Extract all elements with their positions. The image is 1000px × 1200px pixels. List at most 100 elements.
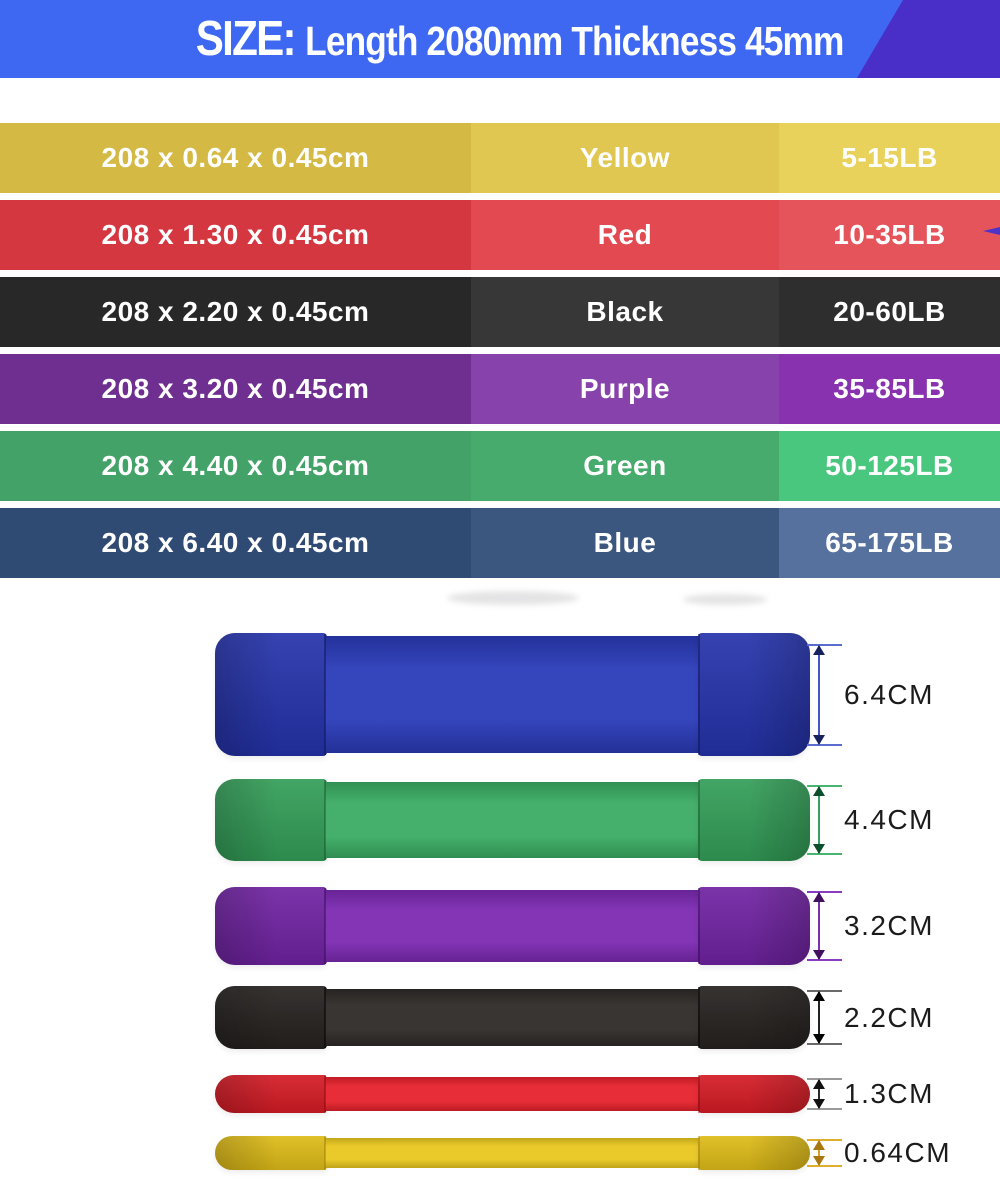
arrow-up-icon <box>813 991 825 1001</box>
band-seam <box>698 780 700 860</box>
arrow-down-icon <box>813 844 825 854</box>
cell-weight-range: 65-175LB <box>779 508 1000 578</box>
dimension-line <box>818 1141 820 1165</box>
cell-dimensions: 208 x 4.40 x 0.45cm <box>0 431 471 501</box>
dimension-tick <box>807 990 842 992</box>
table-row-black: 208 x 2.20 x 0.45cm Black 20-60LB <box>0 277 1000 347</box>
cell-weight-range: 35-85LB <box>779 354 1000 424</box>
banner-text: SIZE: Length 2080mm Thickness 45mm <box>196 11 845 67</box>
band-left-cap <box>215 779 327 861</box>
dimension-tick <box>807 1043 842 1045</box>
dimension-label: 6.4CM <box>844 679 934 710</box>
dimension-label: 4.4CM <box>844 804 934 835</box>
cell-weight-range: 50-125LB <box>779 431 1000 501</box>
band-body <box>325 989 700 1046</box>
dimension-line <box>818 992 820 1043</box>
band-red: 1.3CM <box>215 1075 932 1113</box>
band-right-cap <box>698 1136 810 1170</box>
band-right-cap <box>698 779 810 861</box>
band-right-cap <box>698 1075 810 1113</box>
band-left-cap <box>215 1136 327 1170</box>
cell-color-name: Purple <box>471 354 779 424</box>
cell-color-name: Green <box>471 431 779 501</box>
dimension-indicator: 4.4CM <box>807 785 1000 855</box>
arrow-up-icon <box>813 786 825 796</box>
band-seam <box>698 1075 700 1113</box>
size-dimensions-text: Length 2080mm Thickness 45mm <box>305 18 845 64</box>
cell-weight-range: 20-60LB <box>779 277 1000 347</box>
band-seam <box>324 780 326 860</box>
dimension-tick <box>807 959 842 961</box>
dimension-label: 1.3CM <box>844 1078 934 1109</box>
band-seam <box>698 1136 700 1170</box>
cell-dimensions: 208 x 1.30 x 0.45cm <box>0 200 471 270</box>
band-right-cap <box>698 887 810 965</box>
dimension-label: 0.64CM <box>844 1137 952 1168</box>
table-row-blue: 208 x 6.40 x 0.45cm Blue 65-175LB <box>0 508 1000 578</box>
dimension-line <box>818 893 820 959</box>
cell-weight-range: 5-15LB <box>779 123 1000 193</box>
band-seam <box>324 888 326 964</box>
dimension-tick <box>807 853 842 855</box>
band-left-cap <box>215 1075 327 1113</box>
arrow-up-icon <box>813 645 825 655</box>
table-row-purple: 208 x 3.20 x 0.45cm Purple 35-85LB <box>0 354 1000 424</box>
dimension-tick <box>807 785 842 787</box>
band-body <box>325 782 700 858</box>
cell-color-name: Yellow <box>471 123 779 193</box>
band-black: 2.2CM <box>215 986 932 1049</box>
dimension-tick <box>807 1108 842 1110</box>
band-yellow: 0.64CM <box>215 1136 950 1170</box>
band-seam <box>324 634 326 755</box>
band-left-cap <box>215 633 327 756</box>
arrow-down-icon <box>813 950 825 960</box>
cell-dimensions: 208 x 3.20 x 0.45cm <box>0 354 471 424</box>
dimension-tick <box>807 1165 842 1167</box>
band-green: 4.4CM <box>215 779 932 861</box>
band-seam <box>698 634 700 755</box>
cell-color-name: Black <box>471 277 779 347</box>
band-left-cap <box>215 986 327 1049</box>
dimension-indicator: 0.64CM <box>807 1137 1000 1168</box>
cursor-arrow-artifact <box>983 227 1000 235</box>
size-label: SIZE: <box>196 12 297 66</box>
dimension-indicator: 6.4CM <box>807 644 1000 746</box>
arrow-down-icon <box>813 1034 825 1044</box>
dimension-line <box>818 787 820 853</box>
table-row-green: 208 x 4.40 x 0.45cm Green 50-125LB <box>0 431 1000 501</box>
dimension-label: 3.2CM <box>844 910 934 941</box>
dimension-tick <box>807 891 842 893</box>
cell-dimensions: 208 x 2.20 x 0.45cm <box>0 277 471 347</box>
smudge-artifact <box>447 591 579 605</box>
smudge-artifact <box>683 594 767 605</box>
dimension-tick <box>807 1139 842 1141</box>
arrow-up-icon <box>813 1079 825 1089</box>
band-seam <box>324 1075 326 1113</box>
cell-color-name: Blue <box>471 508 779 578</box>
dimension-line <box>818 646 820 744</box>
arrow-down-icon <box>813 1156 825 1166</box>
table-row-yellow: 208 x 0.64 x 0.45cm Yellow 5-15LB <box>0 123 1000 193</box>
band-body <box>325 636 700 753</box>
dimension-tick <box>807 744 842 746</box>
cell-dimensions: 208 x 0.64 x 0.45cm <box>0 123 471 193</box>
arrow-up-icon <box>813 1140 825 1150</box>
dimension-line <box>818 1080 820 1108</box>
dimension-tick <box>807 644 842 646</box>
cell-color-name: Red <box>471 200 779 270</box>
size-table: 208 x 0.64 x 0.45cm Yellow 5-15LB 208 x … <box>0 123 1000 585</box>
band-body <box>325 1077 700 1111</box>
arrow-down-icon <box>813 735 825 745</box>
dimension-indicator: 1.3CM <box>807 1078 1000 1110</box>
band-seam <box>324 1136 326 1170</box>
band-body <box>325 1138 700 1168</box>
band-right-cap <box>698 633 810 756</box>
band-right-cap <box>698 986 810 1049</box>
band-seam <box>698 888 700 964</box>
size-banner: SIZE: Length 2080mm Thickness 45mm <box>0 0 1000 78</box>
band-purple: 3.2CM <box>215 887 932 965</box>
cell-dimensions: 208 x 6.40 x 0.45cm <box>0 508 471 578</box>
table-row-red: 208 x 1.30 x 0.45cm Red 10-35LB <box>0 200 1000 270</box>
dimension-tick <box>807 1078 842 1080</box>
